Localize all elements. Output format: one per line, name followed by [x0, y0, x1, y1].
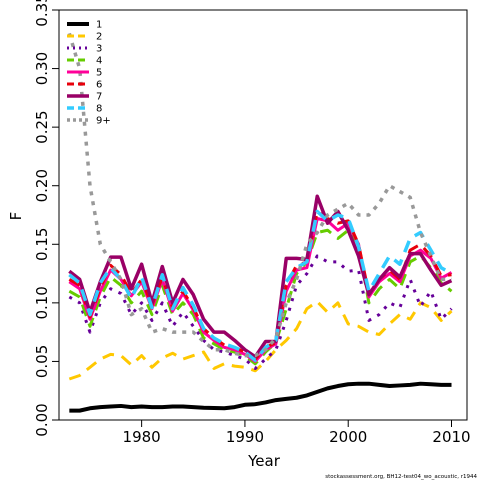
legend-label: 5	[96, 68, 102, 79]
series-line-7	[68, 194, 453, 359]
axes: 1980 1990 2000 2010 0.00 0.05 0.10 0.15 0.20 0.25…	[33, 0, 471, 446]
plot-frame	[58, 9, 468, 421]
legend-label: 6	[96, 80, 102, 91]
legend-label: 9+	[96, 116, 111, 127]
y-tick-label: 0.30	[33, 52, 51, 85]
legend-label: 3	[96, 44, 102, 55]
y-tick-label: 0.05	[33, 345, 51, 378]
legend-label: 8	[96, 104, 102, 115]
x-tick-label: 2000	[329, 428, 367, 446]
x-axis-title: Year	[247, 452, 281, 470]
legend-label: 2	[96, 32, 102, 43]
y-tick-label: 0.20	[33, 169, 51, 202]
y-axis-title: F	[7, 212, 25, 221]
series-line-1	[69, 381, 452, 413]
legend-label: 1	[96, 20, 102, 31]
credit-text: stockassessment.org, BH12-test04_wo_acou…	[325, 474, 477, 480]
legend-label: 7	[96, 92, 102, 103]
legend-label: 4	[96, 56, 102, 67]
series-line-9plus	[67, 32, 452, 358]
x-tick-label: 2010	[432, 428, 470, 446]
y-tick-label: 0.15	[33, 228, 51, 261]
series-line-2	[68, 300, 453, 381]
x-tick-label: 1990	[226, 428, 264, 446]
x-tick-label: 1980	[123, 428, 161, 446]
series-line-8	[68, 209, 453, 363]
y-tick-label: 0.10	[33, 286, 51, 319]
series-lines	[67, 32, 453, 413]
y-tick-label: 0.25	[33, 110, 51, 143]
y-tick-label: 0.35	[33, 0, 51, 27]
y-tick-label: 0.00	[33, 403, 51, 436]
